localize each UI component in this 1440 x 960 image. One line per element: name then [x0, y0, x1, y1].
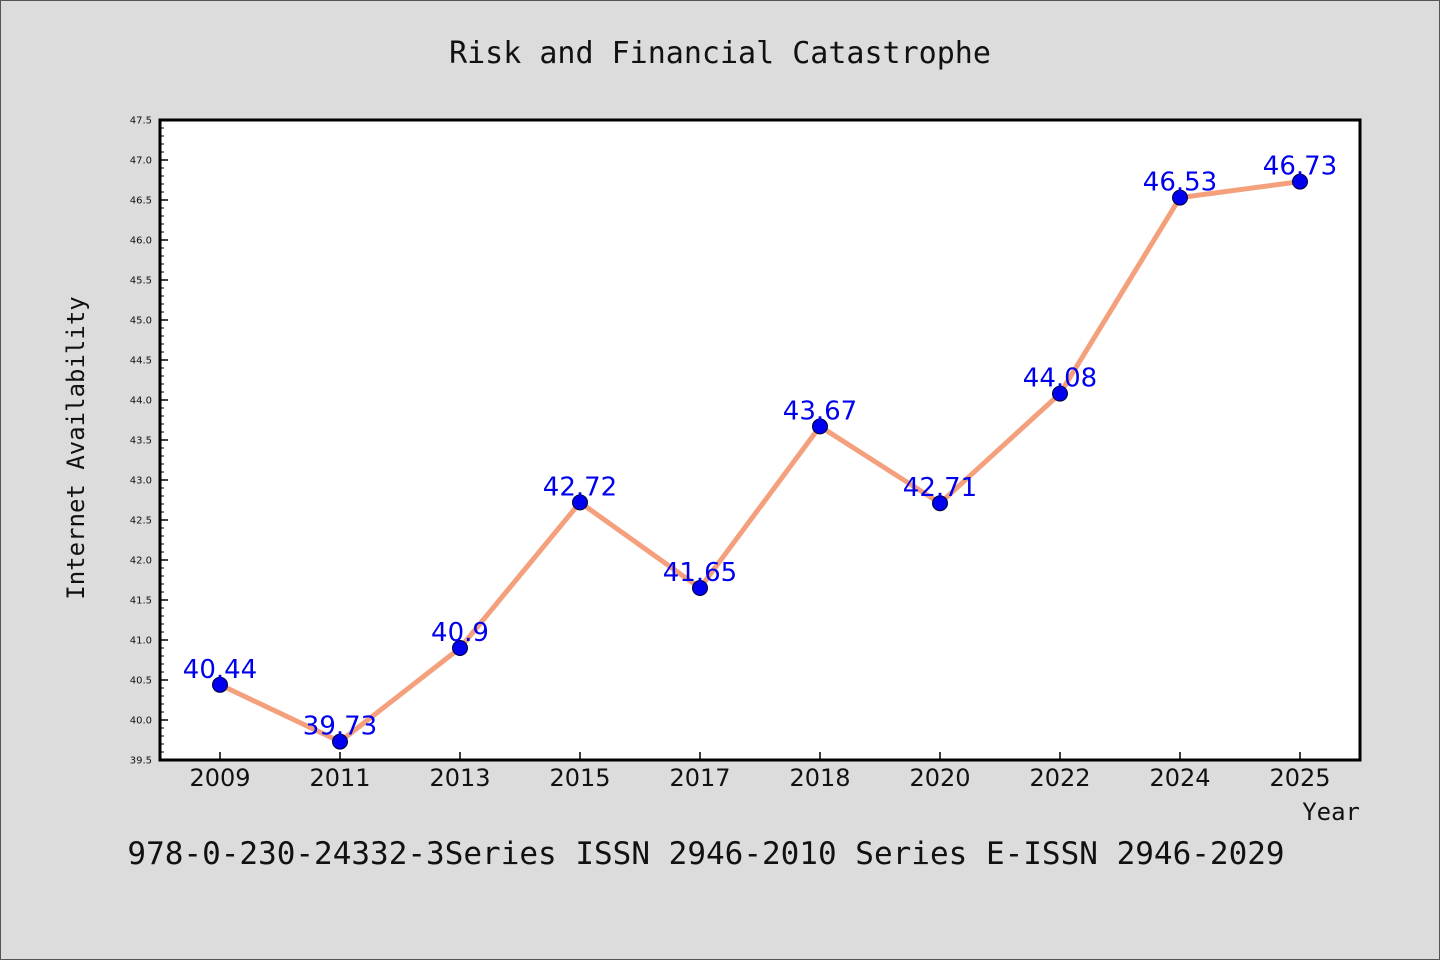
data-label: 46.73: [1263, 152, 1337, 182]
plot-frame: [158, 118, 1362, 762]
y-tick-label: 45.0: [130, 316, 152, 327]
y-tick-label: 42.5: [130, 516, 152, 527]
data-point: [1172, 189, 1188, 206]
x-tick-label: 2022: [1029, 764, 1090, 792]
y-tick-label: 39.5: [130, 756, 152, 767]
data-point: [332, 733, 348, 750]
y-tick-label: 43.5: [130, 436, 152, 447]
y-tick-label: 40.0: [130, 716, 152, 727]
data-point: [812, 418, 828, 435]
y-tick-label: 47.5: [130, 116, 152, 127]
data-label: 40.9: [431, 618, 489, 648]
data-label: 40.44: [183, 655, 257, 685]
chart-title: Risk and Financial Catastrophe: [449, 36, 991, 71]
y-tick-label: 44.0: [130, 396, 152, 407]
y-tick-label: 46.0: [130, 236, 152, 247]
data-label: 43.67: [783, 396, 857, 426]
y-tick-label: 46.5: [130, 196, 152, 207]
data-point: [572, 494, 588, 511]
series-layer: 40.44 39.73 40.9 42.72 41.65 43.67 42.71 44.08 4…: [183, 152, 1337, 750]
x-tick-label: 2018: [789, 764, 850, 792]
data-point: [1292, 173, 1308, 190]
x-tick-label: 2024: [1149, 764, 1210, 792]
plot-area: [160, 120, 1360, 760]
x-tick-label: 2013: [429, 764, 490, 792]
series-data-labels: 40.44 39.73 40.9 42.72 41.65 43.67 42.71 44.08 4…: [183, 152, 1337, 742]
x-tick-label: 2009: [189, 764, 250, 792]
data-point: [1052, 385, 1068, 402]
x-tick-label: 2015: [549, 764, 610, 792]
series-line: [217, 179, 1303, 745]
y-tick-label: 45.5: [130, 276, 152, 287]
data-point: [932, 495, 948, 512]
x-tick-label: 2020: [909, 764, 970, 792]
data-label: 42.71: [903, 473, 977, 503]
y-axis-label: Internet Availability: [62, 296, 90, 599]
data-label: 44.08: [1023, 364, 1097, 394]
data-label: 42.72: [543, 472, 617, 502]
data-label: 41.65: [663, 558, 737, 588]
x-axis-label: Year: [1302, 798, 1360, 826]
data-point: [452, 640, 468, 656]
y-tick-label: 40.5: [130, 676, 152, 687]
x-tick-label: 2017: [669, 764, 730, 792]
y-tick-label: 47.0: [130, 156, 152, 167]
data-point: [212, 676, 228, 693]
footer-text: 978-0-230-24332-3Series ISSN 2946-2010 S…: [127, 836, 1284, 872]
x-tick-label: 2011: [309, 764, 370, 792]
data-label: 39.73: [303, 712, 377, 742]
y-tick-label: 44.5: [130, 356, 152, 367]
y-tick-label: 42.0: [130, 556, 152, 567]
y-tick-label: 43.0: [130, 476, 152, 487]
series-markers: [212, 173, 1308, 750]
data-point: [692, 580, 708, 596]
x-tick-label: 2025: [1269, 764, 1330, 792]
y-tick-label: 41.5: [130, 596, 152, 607]
y-tick-label: 41.0: [130, 636, 152, 647]
data-label: 46.53: [1143, 168, 1217, 198]
